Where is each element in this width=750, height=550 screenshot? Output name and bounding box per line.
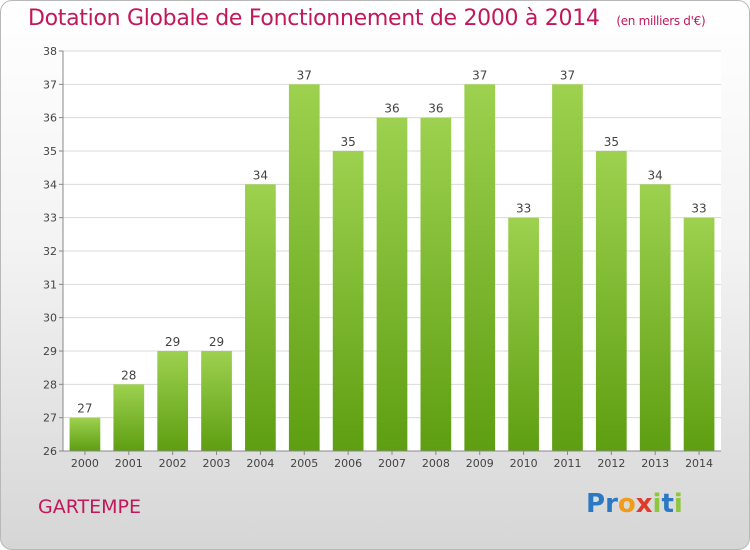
x-tick-label: 2007	[378, 457, 406, 470]
x-tick-label: 2013	[641, 457, 669, 470]
x-tick-label: 2011	[553, 457, 581, 470]
y-tick-label: 36	[43, 112, 57, 125]
x-tick-label: 2004	[246, 457, 274, 470]
bar-2007	[376, 117, 408, 452]
x-tick-label: 2005	[290, 457, 318, 470]
bar-value-label: 34	[253, 168, 268, 182]
chart-title-text: Dotation Globale de Fonctionnement de 20…	[28, 6, 600, 31]
bar-value-label: 27	[77, 402, 92, 416]
x-tick-label: 2006	[334, 457, 362, 470]
bar-2004	[245, 184, 276, 452]
bar-value-label: 37	[297, 68, 312, 82]
y-tick-label: 26	[43, 445, 57, 458]
y-tick-label: 27	[43, 412, 57, 425]
y-tick-label: 31	[43, 278, 57, 291]
bar-2010	[508, 217, 539, 451]
bar-2009	[464, 84, 496, 451]
bar-value-label: 34	[648, 168, 663, 182]
bar-2005	[288, 84, 320, 451]
bar-2003	[201, 351, 232, 451]
bar-value-label: 35	[340, 135, 355, 149]
bar-2011	[552, 84, 583, 451]
y-tick-label: 32	[43, 245, 57, 258]
bar-2013	[639, 184, 671, 452]
bar-value-label: 36	[428, 102, 443, 116]
bar-value-label: 36	[384, 102, 399, 116]
bar-2001	[113, 384, 145, 451]
y-tick-label: 28	[43, 378, 57, 391]
y-tick-label: 34	[43, 178, 57, 191]
x-tick-label: 2000	[71, 457, 99, 470]
x-tick-label: 2014	[685, 457, 713, 470]
x-tick-label: 2009	[466, 457, 494, 470]
proxiti-logo: Proxiti	[586, 489, 683, 519]
x-tick-label: 2003	[203, 457, 231, 470]
bar-value-label: 28	[121, 368, 136, 382]
bar-value-label: 35	[604, 135, 619, 149]
logo-letter: o	[617, 489, 636, 519]
chart-title: Dotation Globale de Fonctionnement de 20…	[28, 6, 706, 31]
bar-2014	[683, 217, 715, 451]
bar-2002	[157, 351, 189, 451]
x-tick-label: 2010	[510, 457, 538, 470]
logo-letter: r	[605, 489, 618, 519]
bar-value-label: 37	[560, 68, 575, 82]
logo-letter: i	[673, 489, 683, 519]
x-tick-label: 2001	[115, 457, 143, 470]
y-tick-label: 30	[43, 312, 57, 325]
bar-2000	[69, 417, 101, 451]
bar-2012	[595, 151, 627, 451]
x-tick-label: 2012	[597, 457, 625, 470]
y-tick-label: 29	[43, 345, 57, 358]
y-tick-label: 33	[43, 212, 57, 225]
bar-value-label: 37	[472, 68, 487, 82]
bar-value-label: 33	[516, 202, 531, 216]
logo-letter: P	[586, 489, 606, 519]
chart-subtitle: (en milliers d'€)	[616, 14, 706, 28]
bar-value-label: 33	[691, 202, 706, 216]
logo-letter: i	[652, 489, 662, 519]
bar-value-label: 29	[165, 335, 180, 349]
commune-name: GARTEMPE	[38, 496, 142, 518]
logo-letter: t	[661, 489, 674, 519]
y-tick-label: 37	[43, 78, 57, 91]
x-tick-label: 2008	[422, 457, 450, 470]
x-tick-label: 2002	[159, 457, 187, 470]
y-tick-label: 38	[43, 45, 57, 58]
bar-2006	[332, 151, 364, 451]
bar-2008	[420, 117, 452, 452]
logo-letter: x	[635, 489, 653, 519]
bar-value-label: 29	[209, 335, 224, 349]
y-tick-label: 35	[43, 145, 57, 158]
